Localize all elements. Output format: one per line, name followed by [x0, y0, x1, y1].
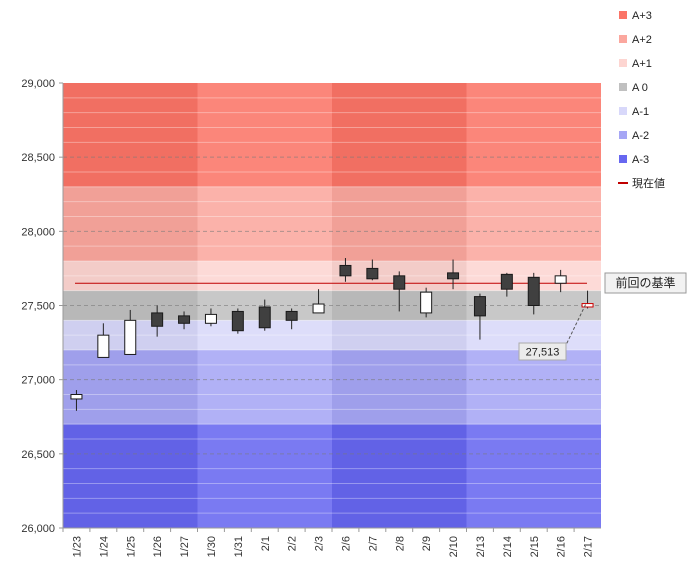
candle-body: [97, 334, 110, 358]
legend-label-0: A+3: [632, 10, 652, 22]
x-tick-label: 2/15: [529, 536, 541, 557]
value-callout-label: 27,513: [526, 347, 560, 359]
candle-2-9: [420, 287, 433, 318]
x-tick-label: 1/31: [233, 536, 245, 557]
x-tick-label: 2/2: [287, 536, 299, 551]
y-tick-label: 27,500: [21, 301, 55, 313]
x-tick-label: 1/30: [206, 536, 218, 557]
annotation-layer: 前回の基準 27,513: [518, 272, 687, 361]
candle-body: [178, 315, 191, 324]
x-tick-label: 2/9: [421, 536, 433, 551]
y-tick-label: 29,000: [21, 78, 55, 90]
legend-swatch-0: [619, 11, 627, 19]
candle-1-31: [231, 308, 244, 334]
candle-body: [285, 310, 298, 321]
candle-2-10: [447, 259, 460, 290]
x-tick-label: 1/23: [71, 536, 83, 557]
candle-body: [554, 275, 567, 284]
baseline-label-box: [604, 272, 687, 294]
candle-body: [366, 267, 379, 280]
legend-label-1: A+2: [632, 34, 652, 46]
legend-label-4: A-1: [632, 106, 649, 118]
candle-body: [312, 303, 325, 314]
candle-body: [473, 296, 486, 317]
legend-swatch-5: [619, 131, 627, 139]
candle-1-26: [151, 305, 164, 337]
band-0: [63, 83, 601, 187]
x-tick-label: 1/27: [179, 536, 191, 557]
x-tick-label: 2/7: [367, 536, 379, 551]
x-tick-label: 2/8: [394, 536, 406, 551]
candle-body: [204, 313, 217, 324]
candle-2-14: [500, 272, 513, 297]
legend-label-current: 現在値: [632, 177, 665, 190]
candle-body: [447, 272, 460, 280]
band-5: [63, 350, 601, 425]
x-tick-label: 2/10: [448, 536, 460, 557]
candle-2-3: [312, 289, 325, 314]
candle-2-15: [527, 272, 540, 315]
band-layer: [63, 83, 601, 528]
x-tick-label: 1/24: [98, 536, 110, 557]
legend-label-5: A-2: [632, 130, 649, 142]
candle-body: [339, 264, 352, 277]
x-tick-label: 2/13: [475, 536, 487, 557]
legend: A+3 A+2 A+1 A 0 A-1 A-2 A-3 現在値: [618, 10, 665, 190]
x-tick-label: 2/17: [583, 536, 595, 557]
candle-1-24: [97, 323, 110, 358]
candle-body: [500, 273, 513, 290]
baseline-label: 前回の基準: [615, 275, 675, 290]
candle-2-7: [366, 259, 379, 281]
x-tick-label: 1/26: [152, 536, 164, 557]
candle-body: [527, 276, 540, 307]
candle-body: [231, 310, 244, 332]
candle-2-1: [258, 299, 271, 331]
legend-swatch-2: [619, 59, 627, 67]
candle-2-2: [285, 308, 298, 330]
candle-body: [124, 319, 137, 355]
candle-2-13: [473, 293, 486, 340]
x-tick-label: 2/1: [260, 536, 272, 551]
x-tick-label: 2/6: [340, 536, 352, 551]
legend-swatch-3: [619, 83, 627, 91]
y-tick-label: 28,500: [21, 152, 55, 164]
band-1: [63, 186, 601, 261]
band-6: [63, 424, 601, 528]
x-tick-label: 2/16: [556, 536, 568, 557]
legend-swatch-1: [619, 35, 627, 43]
candle-2-8: [393, 271, 406, 312]
candle-body: [581, 303, 594, 308]
candle-1-30: [204, 308, 217, 327]
candle-body: [420, 291, 433, 314]
candle-1-23: [70, 390, 83, 411]
candle-1-25: [124, 309, 137, 355]
candle-body: [258, 306, 271, 329]
candle-body: [70, 394, 83, 400]
axis-layer: 26,000 26,500 27,000 27,500 28,000 28,500 29,0…: [21, 78, 601, 557]
candle-body: [393, 275, 406, 290]
legend-label-2: A+1: [632, 58, 652, 70]
x-tick-label: 1/25: [125, 536, 137, 557]
candle-body: [151, 312, 164, 327]
legend-label-6: A-3: [632, 154, 649, 166]
y-tick-label: 27,000: [21, 375, 55, 387]
legend-label-3: A 0: [632, 82, 648, 94]
candle-2-16: [554, 269, 567, 293]
value-callout-box: [518, 342, 567, 361]
x-tick-label: 2/14: [502, 536, 514, 557]
legend-swatch-6: [619, 155, 627, 163]
candles-layer: [70, 258, 594, 411]
legend-swatch-4: [619, 107, 627, 115]
candle-1-27: [178, 311, 191, 330]
y-tick-label: 28,000: [21, 226, 55, 238]
y-tick-label: 26,500: [21, 449, 55, 461]
y-tick-label: 26,000: [21, 523, 55, 535]
candle-2-17: [581, 290, 594, 309]
x-tick-label: 2/3: [314, 536, 326, 551]
candle-2-6: [339, 258, 352, 282]
callout-leader: [565, 304, 587, 346]
